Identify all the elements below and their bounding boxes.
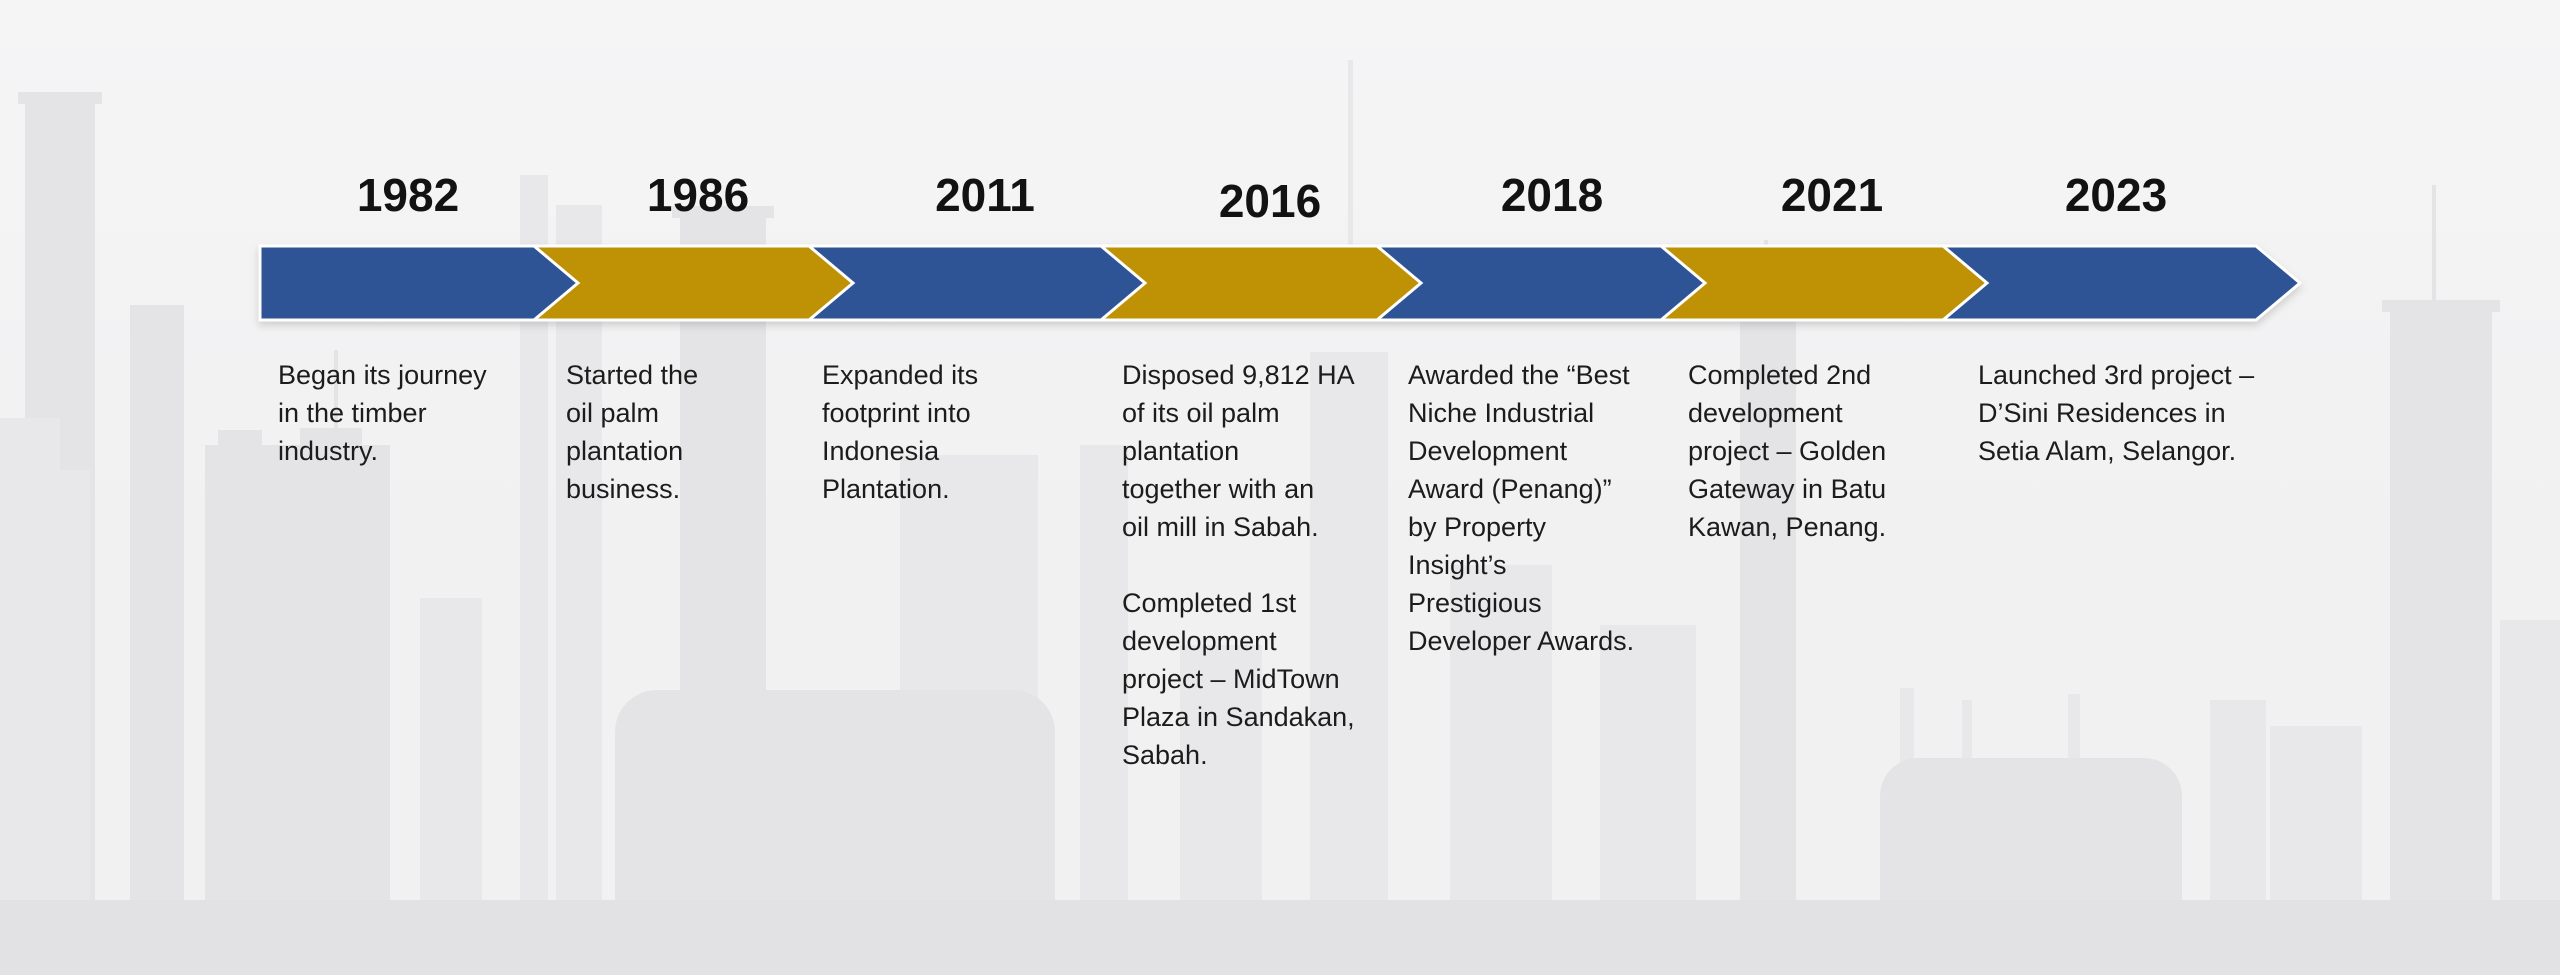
milestone-text-1986: Started the oil palm plantation business… [566,360,699,504]
timeline-arrow-2011 [804,244,1148,322]
year-label-1986: 1986 [646,169,750,221]
timeline-arrow-1982 [258,244,581,322]
year-label-2016: 2016 [1218,175,1322,227]
milestone-text-1982: Began its journey in the timber industry… [278,360,487,466]
year-label-2023: 2023 [2064,169,2168,221]
timeline-arrow-2021 [1656,244,1990,322]
ground-band [0,900,2560,975]
milestone-text-2023: Launched 3rd project – D’Sini Residences… [1978,360,2255,466]
milestone-text-2021: Completed 2nd development project – Gold… [1688,360,1887,542]
timeline-arrow-2023 [1938,244,2303,322]
milestone-text-2011: Expanded its footprint into Indonesia Pl… [822,360,979,504]
year-label-2021: 2021 [1780,169,1884,221]
year-label-1982: 1982 [356,169,460,221]
year-label-2018: 2018 [1500,169,1604,221]
timeline-arrow-2018 [1372,244,1708,322]
milestone-text-2018: Awarded the “Best Niche Industrial Devel… [1408,360,1635,656]
year-label-2011: 2011 [935,169,1035,221]
milestone-text-2016: Disposed 9,812 HA of its oil palm planta… [1122,360,1355,770]
